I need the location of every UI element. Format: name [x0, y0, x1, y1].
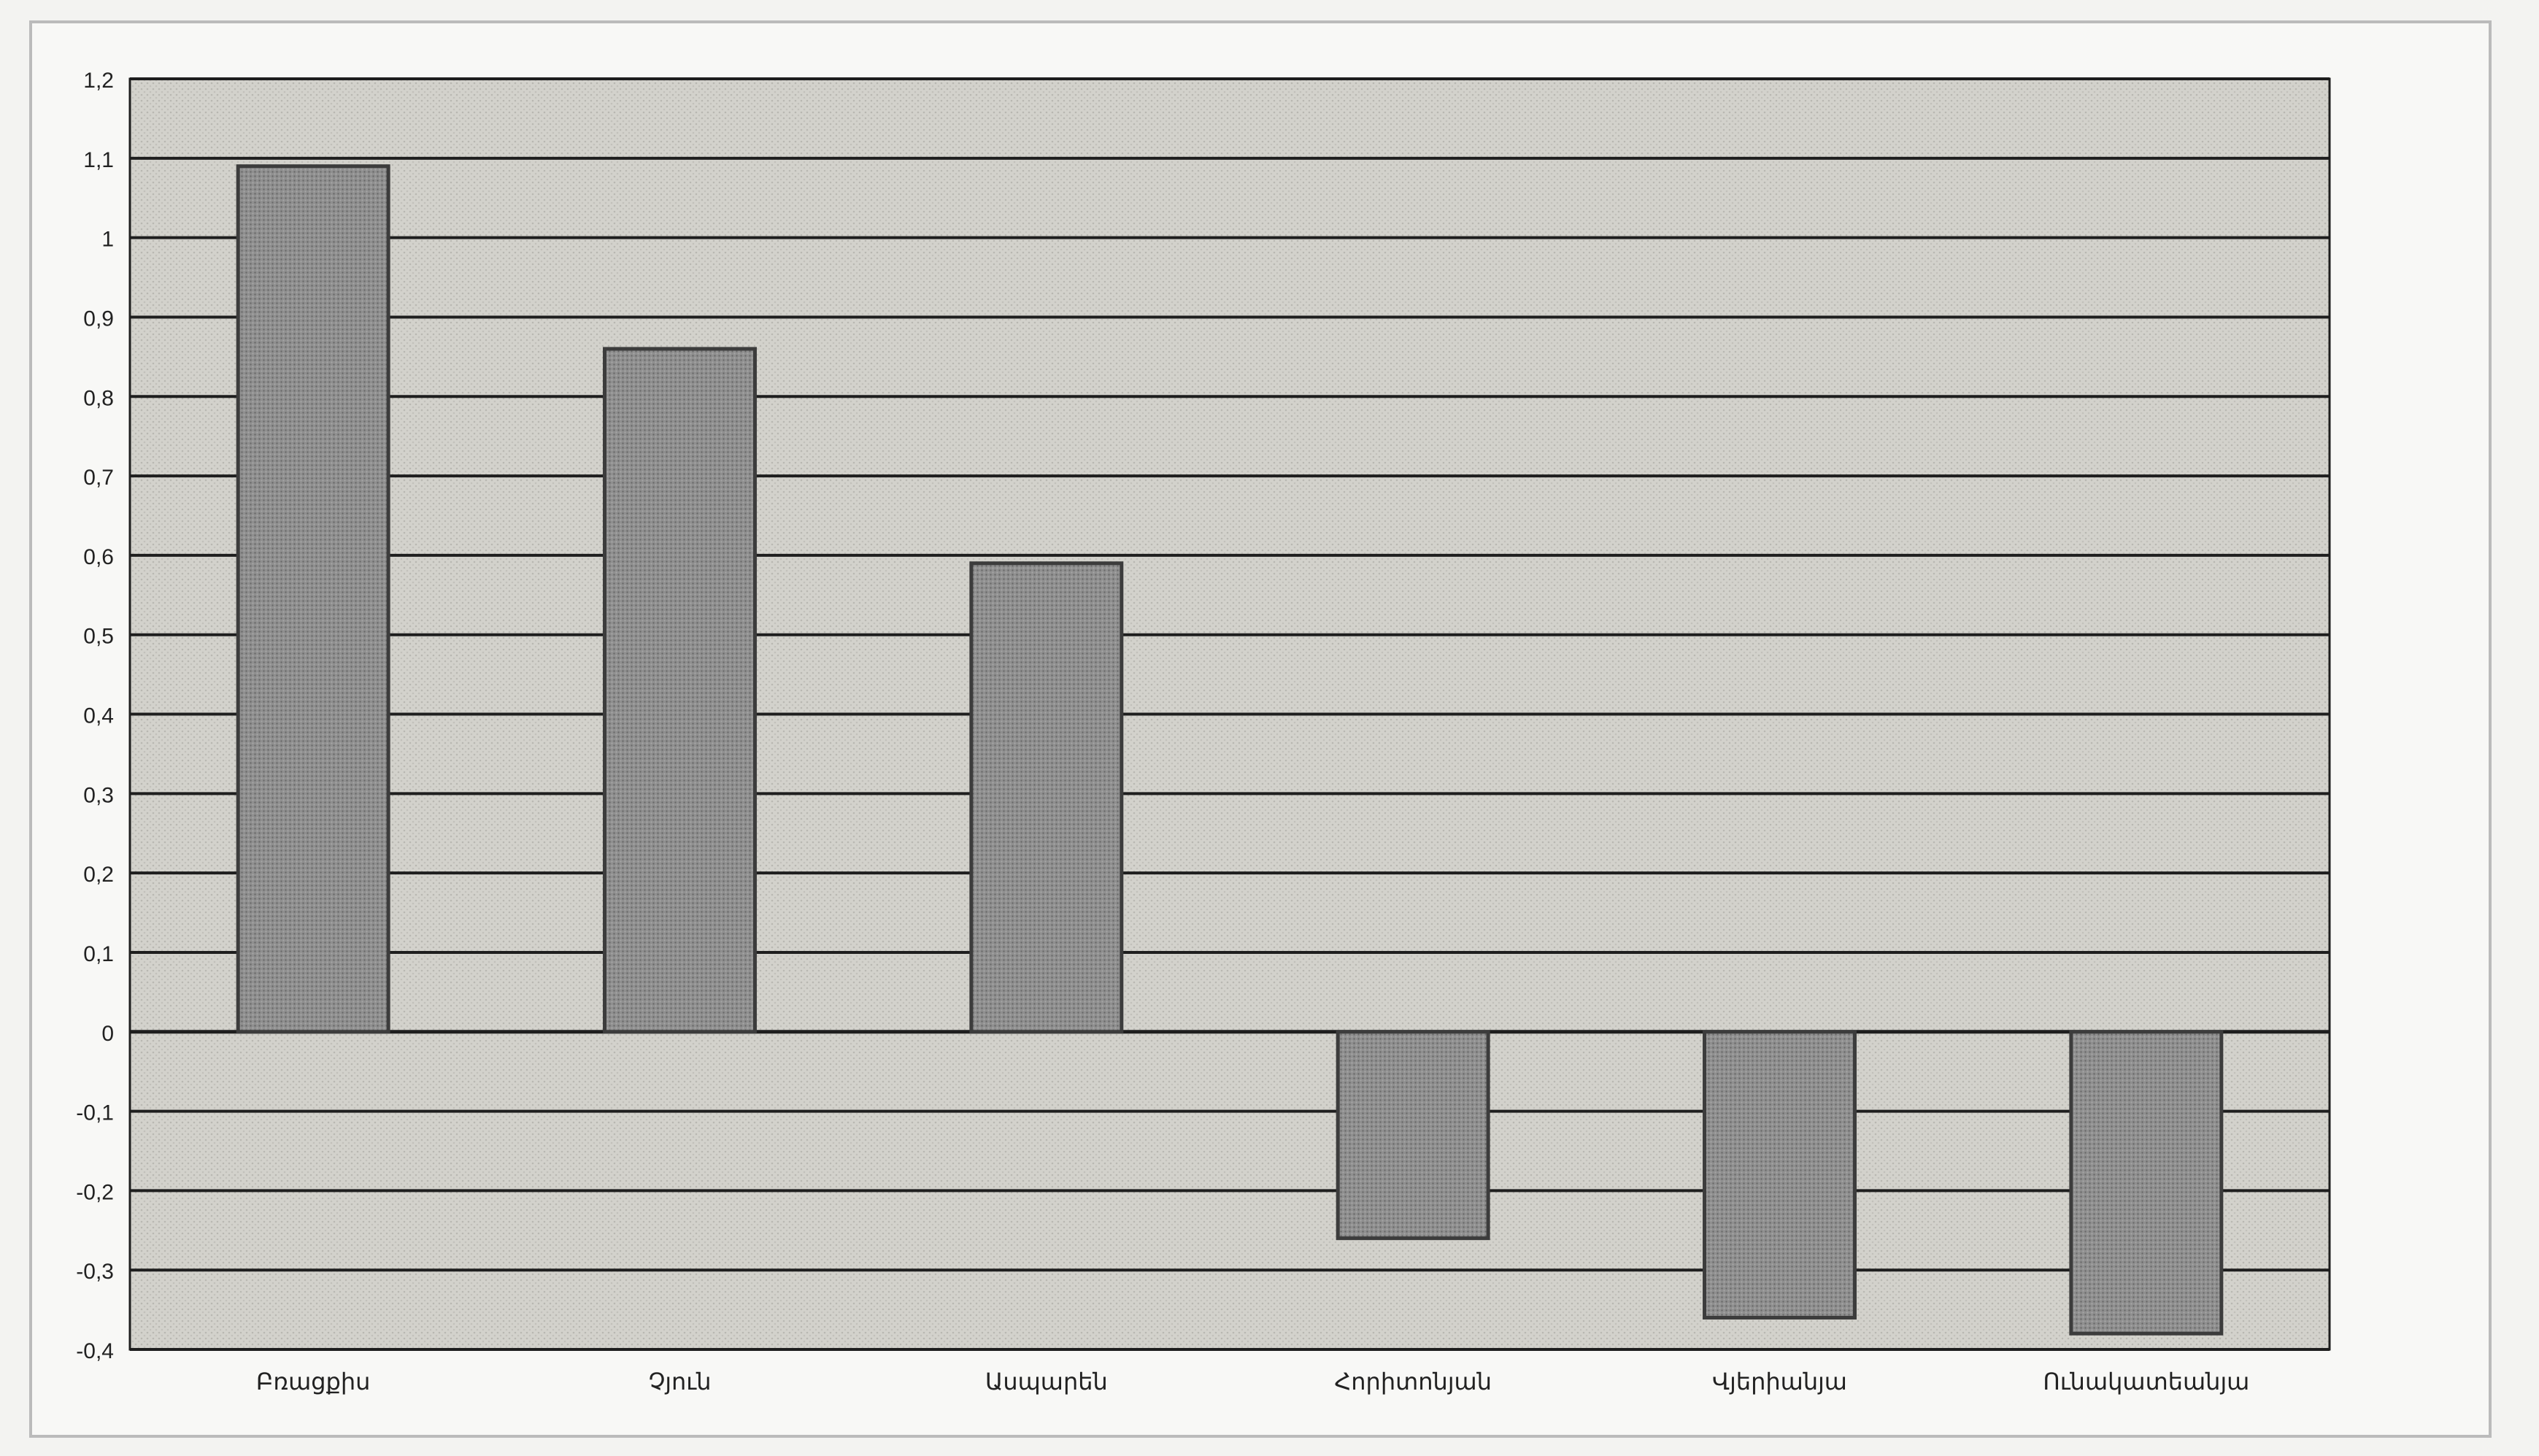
y-tick-label: 0	[101, 1022, 114, 1046]
x-tick-label: Հորիտոնյան	[1334, 1368, 1492, 1395]
y-tick-label: 0,6	[83, 545, 114, 569]
y-tick-label: 0,4	[83, 704, 114, 728]
y-tick-label: -0,2	[76, 1180, 114, 1204]
bar-5	[1703, 1030, 1857, 1320]
y-tick-label: 1,1	[83, 148, 114, 172]
y-tick-label: 0,7	[83, 466, 114, 490]
y-tick-label: -0,3	[76, 1260, 114, 1284]
y-tick-label: 0,8	[83, 386, 114, 410]
y-tick-label: 0,9	[83, 307, 114, 331]
x-tick-label: Չյուն	[649, 1368, 712, 1395]
x-tick-label: Ունակատեանյա	[2043, 1368, 2249, 1395]
y-tick-label: 1,2	[83, 69, 114, 93]
y-tick-label: 0,3	[83, 783, 114, 807]
y-tick-label: -0,4	[76, 1339, 114, 1363]
y-tick-label: 0,5	[83, 625, 114, 649]
bar-3	[969, 561, 1124, 1034]
y-tick-label: 0,1	[83, 942, 114, 966]
y-tick-label: -0,1	[76, 1101, 114, 1125]
bar-4	[1336, 1030, 1490, 1241]
x-tick-label: Ասպարեն	[985, 1368, 1108, 1395]
y-tick-label: 0,2	[83, 863, 114, 887]
bar-1	[236, 164, 390, 1034]
y-tick-label: 1	[101, 228, 114, 252]
bar-6	[2069, 1030, 2224, 1336]
bar-2	[603, 347, 757, 1034]
x-tick-label: Բռացքիս	[256, 1368, 371, 1395]
x-tick-label: Վյերիանյա	[1712, 1368, 1847, 1395]
